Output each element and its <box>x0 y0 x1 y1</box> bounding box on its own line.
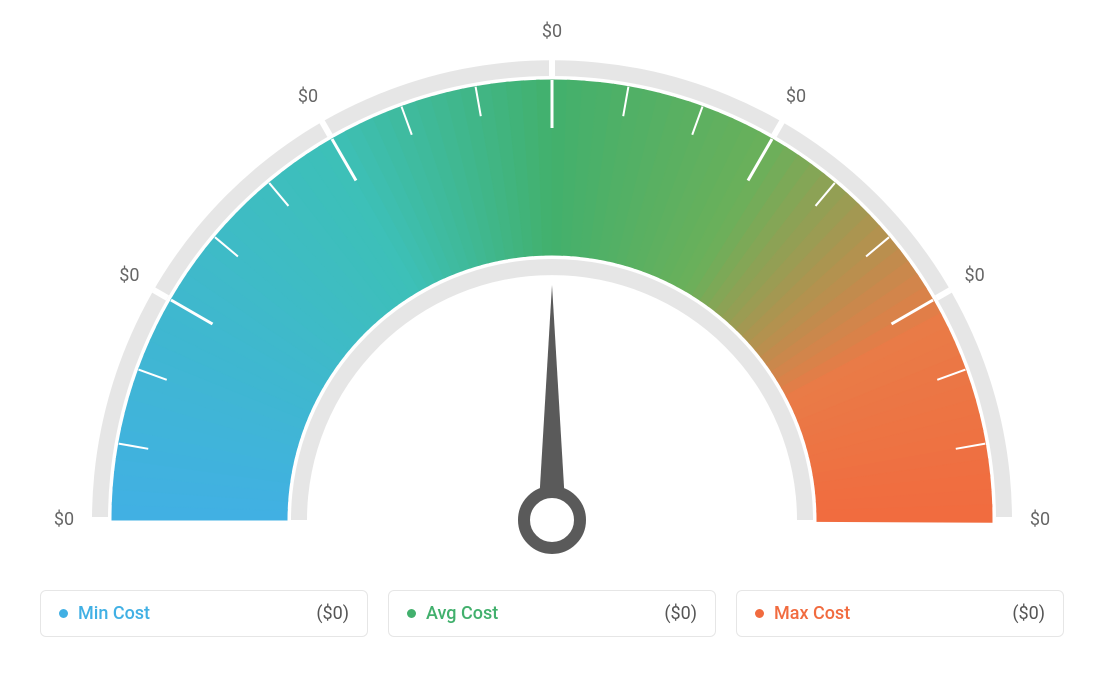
legend-dot-max <box>755 609 764 618</box>
gauge-chart: $0 $0 $0 $0 $0 $0 $0 <box>20 20 1084 580</box>
gauge-tick-label: $0 <box>542 21 562 42</box>
gauge-needle <box>538 285 566 520</box>
legend-box-avg: Avg Cost ($0) <box>388 590 716 637</box>
gauge-tick-label: $0 <box>965 265 985 286</box>
legend-label-max: Max Cost <box>774 603 850 624</box>
legend-dot-avg <box>407 609 416 618</box>
legend-dot-min <box>59 609 68 618</box>
legend-value-min: ($0) <box>316 603 349 624</box>
legend-label-min: Min Cost <box>78 603 150 624</box>
gauge-tick-label: $0 <box>786 86 806 107</box>
legend-box-max: Max Cost ($0) <box>736 590 1064 637</box>
gauge-tick-label: $0 <box>119 265 139 286</box>
legend-row: Min Cost ($0) Avg Cost ($0) Max Cost ($0… <box>20 590 1084 637</box>
gauge-needle-hub <box>524 492 580 548</box>
legend-label-avg: Avg Cost <box>426 603 498 624</box>
gauge-tick-label: $0 <box>298 86 318 107</box>
legend-value-avg: ($0) <box>664 603 697 624</box>
gauge-svg: $0 $0 $0 $0 $0 $0 $0 <box>20 20 1084 580</box>
gauge-tick-label: $0 <box>54 509 74 530</box>
gauge-tick-label: $0 <box>1030 509 1050 530</box>
legend-value-max: ($0) <box>1012 603 1045 624</box>
legend-box-min: Min Cost ($0) <box>40 590 368 637</box>
